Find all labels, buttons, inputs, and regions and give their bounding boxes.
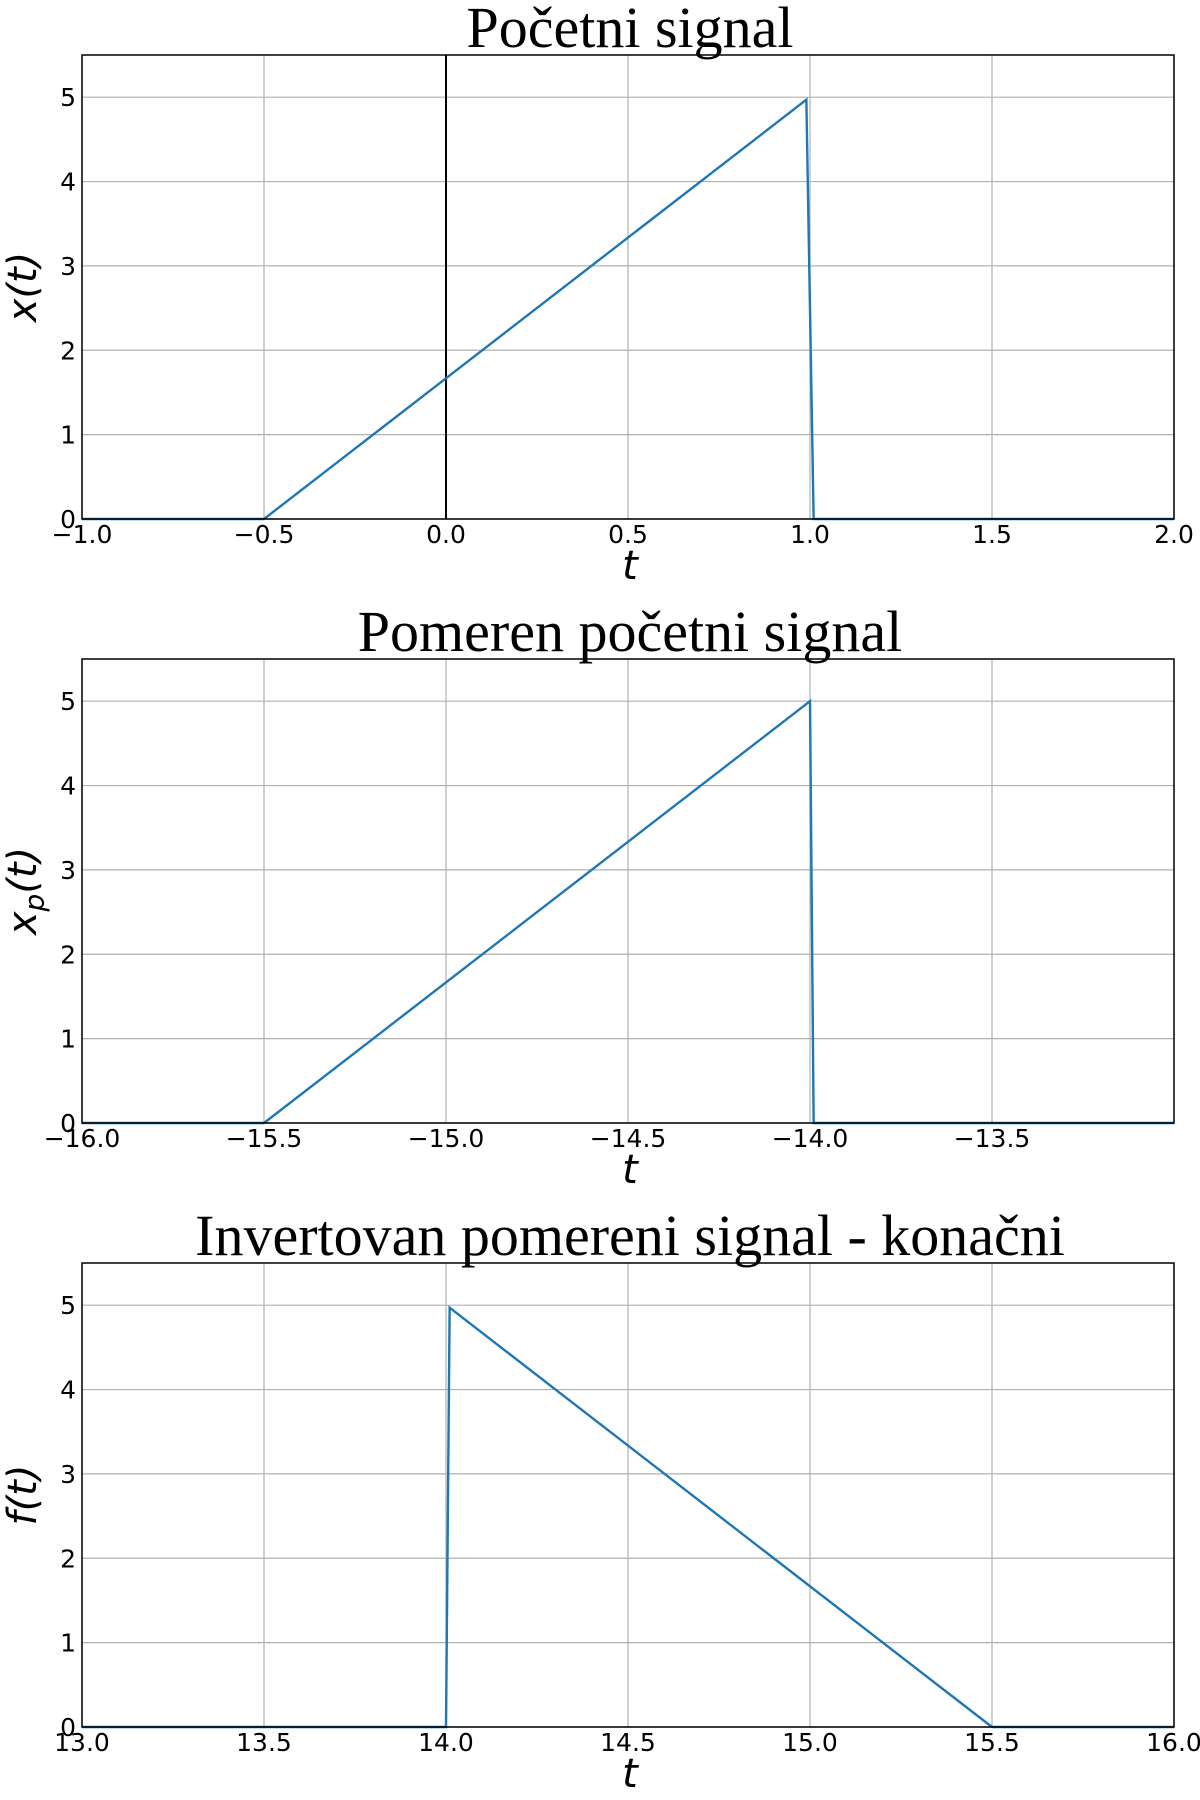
y-tick-label: 3 [60,1460,76,1489]
y-tick-label: 4 [60,168,76,197]
x-tick-label: −13.5 [954,1124,1031,1153]
y-tick-label: 2 [60,1544,76,1573]
y-tick-label: 5 [60,83,76,112]
y-tick-label: 2 [60,940,76,969]
chart-title: Pomeren početni signal [358,599,902,664]
y-tick-label: 5 [60,1291,76,1320]
y-tick-label: 4 [60,1376,76,1405]
y-tick-label: 2 [60,336,76,365]
chart-title: Početni signal [466,0,793,60]
x-tick-label: 0.0 [426,520,466,549]
y-tick-label: 0 [60,505,76,534]
x-axis-label: t [622,1147,639,1193]
x-tick-label: 14.0 [418,1728,474,1757]
x-tick-label: −15.5 [226,1124,303,1153]
x-axis-label: t [622,1751,639,1797]
plot-frame [81,658,1175,1124]
chart-panel-3: 13.0 13.5 14.0 14.5 15.0 15.5 16.0 0 1 2 3 4 5 Invert… [0,1203,1200,1797]
y-axis-label: f(t) [0,1465,46,1526]
chart-panel-2: −16.0 −15.5 −15.0 −14.5 −14.0 −13.5 0 1 2 3 4 5 Pome… [0,599,1175,1193]
y-tick-label: 3 [60,252,76,281]
x-tick-label: 13.0 [54,1728,110,1757]
x-tick-label: −0.5 [234,520,295,549]
x-tick-label: 15.5 [964,1728,1020,1757]
y-axis-label: xp(t) [0,847,51,937]
y-tick-label: 1 [60,421,76,450]
x-tick-label: 14.5 [600,1728,656,1757]
y-tick-label: 1 [60,1629,76,1658]
x-tick-label: −16.0 [44,1124,121,1153]
x-tick-label: −1.0 [52,520,113,549]
y-tick-label: 1 [60,1025,76,1054]
y-axis-label: x(t) [0,252,46,325]
x-tick-label: −15.0 [408,1124,485,1153]
y-tick-label: 5 [60,687,76,716]
x-tick-label: 1.0 [790,520,830,549]
y-tick-label: 0 [60,1109,76,1138]
x-axis-label: t [622,543,639,589]
x-tick-label: 0.5 [608,520,648,549]
plot-frame [81,54,1175,520]
plot-frame [81,1262,1175,1728]
x-tick-label: −14.5 [590,1124,667,1153]
chart-title: Invertovan pomereni signal - konačni [195,1203,1065,1268]
y-tick-label: 4 [60,772,76,801]
x-tick-label: 13.5 [236,1728,292,1757]
x-tick-label: 2.0 [1154,520,1194,549]
y-tick-label: 0 [60,1713,76,1742]
x-tick-label: 15.0 [782,1728,838,1757]
x-tick-label: 16.0 [1146,1728,1200,1757]
y-tick-label: 3 [60,856,76,885]
chart-panel-1: −1.0 −0.5 0.0 0.5 1.0 1.5 2.0 0 1 2 3 4 5 Početni sig… [0,0,1194,589]
x-tick-label: 1.5 [972,520,1012,549]
x-tick-label: −14.0 [772,1124,849,1153]
